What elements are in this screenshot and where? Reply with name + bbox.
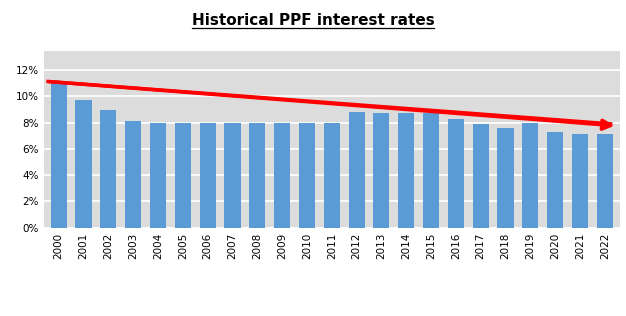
Bar bbox=[324, 123, 340, 228]
Bar bbox=[200, 123, 216, 228]
Bar bbox=[498, 128, 513, 228]
Text: Historical PPF interest rates: Historical PPF interest rates bbox=[192, 13, 434, 27]
Bar bbox=[175, 123, 191, 228]
Bar bbox=[448, 119, 464, 228]
Bar bbox=[473, 124, 489, 228]
Bar bbox=[274, 123, 290, 228]
Bar bbox=[100, 110, 116, 228]
Bar bbox=[51, 83, 67, 228]
Bar bbox=[373, 113, 389, 228]
Bar bbox=[76, 100, 91, 228]
Bar bbox=[423, 113, 439, 228]
Bar bbox=[398, 113, 414, 228]
Bar bbox=[150, 123, 166, 228]
Bar bbox=[597, 134, 613, 228]
Bar bbox=[299, 123, 315, 228]
Bar bbox=[547, 132, 563, 228]
Bar bbox=[522, 123, 538, 228]
Bar bbox=[349, 112, 365, 228]
Bar bbox=[572, 134, 588, 228]
Bar bbox=[224, 123, 240, 228]
Bar bbox=[125, 121, 141, 228]
Bar bbox=[249, 123, 265, 228]
